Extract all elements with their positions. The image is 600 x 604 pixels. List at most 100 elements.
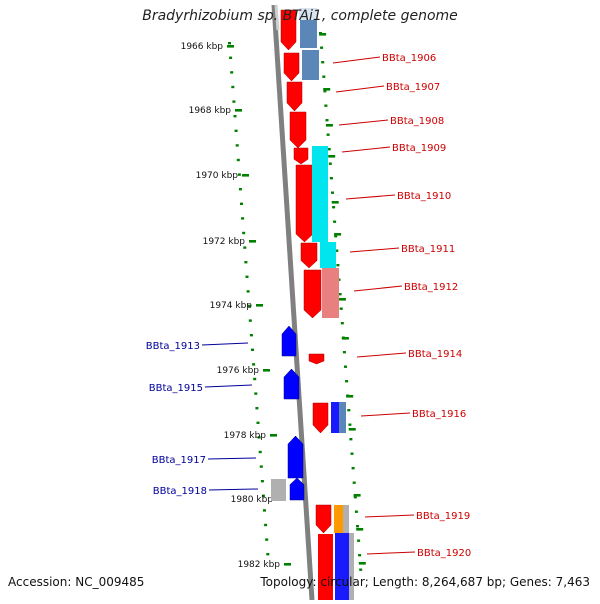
left-track-dot — [234, 129, 238, 132]
right-major-tick — [334, 233, 342, 236]
right-track-dot — [325, 119, 329, 122]
forward-gene-label: BBta_1912 — [404, 282, 458, 293]
forward-label-leader — [366, 551, 416, 555]
right-track-dot — [335, 249, 339, 252]
right-track-dot — [359, 568, 363, 571]
reverse-label-leader — [208, 488, 259, 491]
gene-feature-steel — [302, 50, 319, 80]
gene-feature-steel — [300, 20, 317, 48]
scale-label: 1968 kbp — [189, 106, 232, 116]
forward-label-leader — [364, 514, 415, 518]
gene-arrow-forward — [286, 81, 303, 112]
left-track-dot — [249, 334, 253, 337]
left-track-dot — [263, 509, 266, 512]
right-major-tick — [353, 494, 361, 497]
forward-gene-label: BBta_1916 — [412, 409, 466, 420]
forward-label-leader — [360, 412, 411, 417]
right-track-dot — [320, 46, 324, 49]
left-track-dot — [251, 348, 254, 351]
right-track-dot — [326, 133, 330, 136]
gene-arrow-forward — [308, 353, 325, 365]
right-track-dot — [323, 90, 327, 93]
gene-arrow-reverse — [283, 368, 300, 400]
gene-arrow-reverse — [289, 477, 305, 501]
forward-gene-label: BBta_1908 — [390, 116, 444, 127]
left-track-dot — [240, 202, 243, 205]
gene-feature-cyan — [320, 242, 336, 268]
gene-feature-steel — [339, 402, 346, 433]
forward-label-leader — [349, 247, 400, 253]
left-track-dot — [266, 553, 270, 556]
left-track-dot — [254, 392, 258, 395]
right-track-dot — [344, 365, 347, 368]
backbone-highlight — [274, 4, 280, 31]
forward-label-leader — [338, 119, 389, 126]
right-track-dot — [336, 264, 340, 267]
left-track-dot — [245, 275, 249, 278]
left-track-dot — [260, 480, 264, 483]
forward-gene-label: BBta_1920 — [417, 548, 471, 559]
gene-arrow-forward — [300, 242, 318, 269]
scale-major-tick — [242, 174, 249, 177]
gene-arrow-forward — [280, 9, 297, 51]
right-track-dot — [327, 148, 331, 151]
topology-label: Topology: circular; Length: 8,264,687 bp… — [260, 575, 590, 589]
accession-label: Accession: NC_009485 — [8, 575, 145, 589]
left-track-dot — [264, 523, 268, 527]
left-track-dot — [265, 538, 269, 541]
gene-feature-blue — [335, 533, 350, 600]
left-track-dot — [252, 363, 256, 366]
right-major-tick — [341, 337, 349, 340]
reverse-gene-label: BBta_1913 — [146, 341, 200, 352]
gene-arrow-forward — [303, 269, 322, 319]
left-track-dot — [259, 465, 263, 468]
right-major-tick — [319, 33, 327, 36]
right-track-dot — [350, 452, 354, 455]
forward-label-leader — [345, 194, 396, 200]
right-major-tick — [348, 428, 356, 431]
forward-label-leader — [353, 285, 403, 292]
left-track-dot — [246, 290, 250, 293]
gene-feature-grey — [343, 505, 349, 533]
gene-feature-grey — [271, 479, 286, 501]
forward-label-leader — [341, 146, 391, 153]
right-track-dot — [351, 467, 355, 470]
right-track-dot — [349, 438, 353, 441]
right-track-dot — [345, 380, 349, 383]
backbone-line — [271, 4, 315, 601]
right-major-tick — [346, 395, 354, 398]
left-track-dot — [243, 246, 247, 249]
right-track-dot — [347, 409, 351, 412]
right-track-dot — [353, 496, 357, 499]
right-track-dot — [332, 206, 336, 209]
scale-major-tick — [256, 304, 263, 307]
right-track-dot — [324, 104, 328, 107]
left-track-dot — [258, 450, 262, 454]
gene-feature-light — [299, 8, 317, 20]
right-track-dot — [322, 75, 326, 78]
gene-feature-pink — [322, 268, 339, 318]
left-track-dot — [242, 231, 246, 235]
gene-arrow-forward — [293, 147, 309, 165]
right-track-dot — [352, 481, 356, 484]
reverse-gene-label: BBta_1917 — [152, 455, 206, 466]
left-track-dot — [261, 494, 265, 497]
right-major-tick — [323, 88, 331, 91]
right-track-dot — [340, 322, 344, 325]
gene-arrow-forward — [312, 402, 329, 434]
scale-major-tick — [284, 563, 291, 566]
left-track-dot — [257, 436, 261, 439]
right-track-dot — [333, 220, 337, 223]
reverse-label-leader — [201, 342, 249, 346]
gene-bar-forward — [318, 534, 333, 600]
right-major-tick — [356, 528, 364, 531]
genome-title: Bradyrhizobium sp. BTAi1, complete genom… — [142, 8, 458, 24]
scale-label: 1976 kbp — [217, 366, 260, 376]
forward-gene-label: BBta_1907 — [386, 82, 440, 93]
forward-label-leader — [332, 56, 381, 64]
gene-feature-blue — [331, 402, 341, 433]
scale-major-tick — [249, 240, 256, 243]
left-track-dot — [232, 100, 236, 103]
